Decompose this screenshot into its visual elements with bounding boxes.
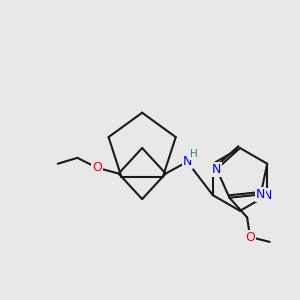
Text: O: O [245, 230, 255, 244]
Text: N: N [212, 163, 221, 176]
Text: N: N [256, 188, 266, 201]
Text: H: H [190, 149, 198, 159]
Text: N: N [183, 155, 192, 168]
Text: O: O [92, 161, 102, 174]
Text: N: N [262, 189, 272, 202]
